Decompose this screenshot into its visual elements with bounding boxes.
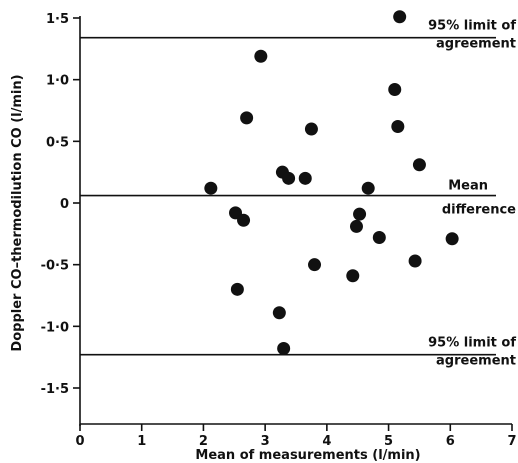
y-tick-label-2: 0·5 [46, 135, 69, 150]
data-point-22 [412, 158, 426, 172]
y-tick-label-6: -1·5 [41, 382, 69, 397]
x-axis-label: Mean of measurements (l/min) [195, 448, 420, 463]
data-point-3 [237, 213, 251, 227]
x-tick-label-7: 7 [507, 434, 516, 449]
data-point-2 [230, 282, 244, 296]
x-tick-label-5: 5 [384, 434, 393, 449]
data-point-21 [408, 254, 422, 268]
data-point-19 [391, 120, 405, 134]
y-tick-label-3: 0 [60, 197, 69, 212]
y-tick-label-1: 1·0 [46, 74, 69, 89]
data-point-11 [304, 122, 318, 136]
data-point-14 [349, 219, 363, 233]
data-point-6 [272, 306, 286, 320]
y-axis-label: Doppler CO–thermodilution CO (l/min) [10, 74, 25, 351]
data-point-13 [346, 269, 360, 283]
data-point-9 [282, 171, 296, 185]
x-tick-label-0: 0 [75, 434, 84, 449]
x-tick-label-3: 3 [261, 434, 270, 449]
y-tick-label-4: -0·5 [41, 259, 69, 274]
data-point-12 [308, 258, 322, 272]
mean-difference-label-line-1: difference [442, 203, 516, 218]
x-tick-label-6: 6 [446, 434, 455, 449]
data-points [204, 10, 459, 356]
upper-limit-label-line-1: agreement [436, 37, 516, 52]
axes: 1·5 1·0 0·5 0 -0·5 -1·0 -1·5 0 1 2 3 4 5 6 7 [41, 12, 517, 449]
lower-limit-label-line-1: agreement [436, 354, 516, 369]
data-point-18 [388, 83, 402, 97]
y-tick-label-5: -1·0 [41, 320, 69, 335]
data-point-8 [277, 342, 291, 356]
mean-difference-label-line-0: Mean [448, 179, 488, 194]
data-point-17 [372, 231, 386, 245]
data-point-15 [353, 207, 367, 221]
data-point-16 [361, 181, 375, 195]
y-tick-label-0: 1·5 [46, 12, 69, 27]
x-tick-label-4: 4 [322, 434, 331, 449]
lower-limit-label-line-0: 95% limit of [428, 336, 516, 351]
data-point-5 [254, 49, 268, 63]
data-point-23 [445, 232, 459, 246]
x-tick-label-2: 2 [199, 434, 208, 449]
data-point-4 [240, 111, 254, 125]
upper-limit-label-line-0: 95% limit of [428, 19, 516, 34]
data-point-0 [204, 181, 218, 195]
data-point-20 [393, 10, 407, 24]
x-tick-label-1: 1 [137, 434, 146, 449]
data-point-10 [298, 171, 312, 185]
reference-lines: 95% limit of agreement Mean difference 95% l… [80, 19, 516, 369]
